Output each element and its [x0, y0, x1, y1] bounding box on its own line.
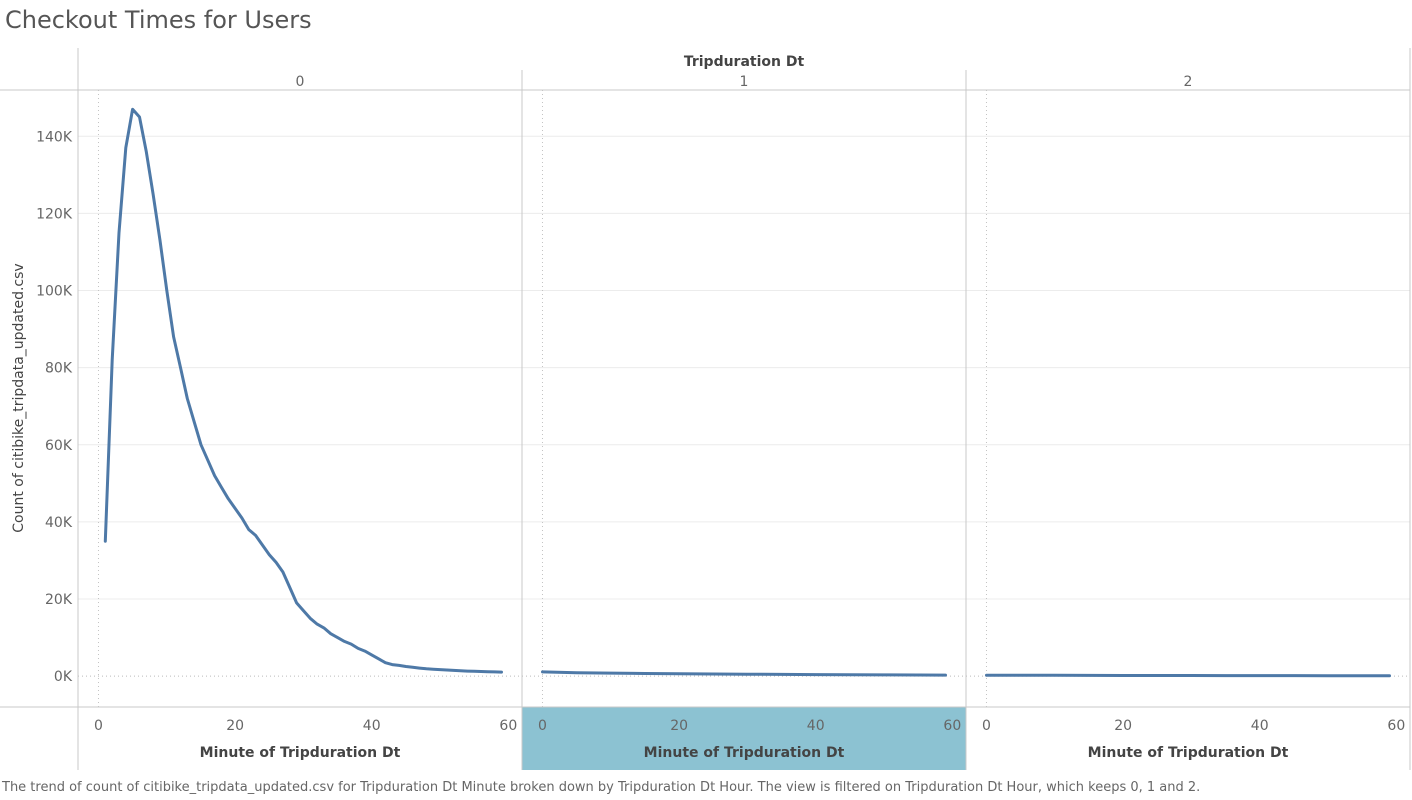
y-axis-title: Count of citibike_tripdata_updated.csv	[11, 263, 27, 532]
x-tick-label: 0	[94, 718, 103, 734]
x-tick-label: 0	[538, 718, 547, 734]
panel-label-1: 1	[740, 74, 749, 90]
x-tick-label: 0	[982, 718, 991, 734]
y-tick-label: 120K	[36, 206, 73, 222]
y-tick-label: 80K	[45, 361, 73, 377]
series-line-1	[541, 670, 947, 677]
facet-header-title: Tripduration Dt	[684, 54, 805, 70]
y-tick-label: 40K	[45, 515, 73, 531]
x-tick-label: 40	[1251, 718, 1269, 734]
y-tick-label: 100K	[36, 284, 73, 300]
x-tick-label: 20	[670, 718, 688, 734]
y-tick-label: 0K	[54, 669, 73, 685]
x-tick-label: 60	[1387, 718, 1405, 734]
x-tick-label: 20	[226, 718, 244, 734]
series-line-0	[103, 107, 503, 674]
x-axis-title: Minute of Tripduration Dt	[1088, 745, 1289, 761]
x-axis-title: Minute of Tripduration Dt	[200, 745, 401, 761]
chart-title: Checkout Times for Users	[5, 6, 312, 34]
panel-label-2: 2	[1184, 74, 1193, 90]
y-tick-label: 60K	[45, 438, 73, 454]
x-tick-label: 40	[807, 718, 825, 734]
x-tick-label: 20	[1114, 718, 1132, 734]
highlighted-axis-band	[522, 707, 966, 770]
panel-label-0: 0	[296, 74, 305, 90]
x-axis-title: Minute of Tripduration Dt	[644, 745, 845, 761]
series-line-2	[985, 673, 1391, 678]
x-tick-label: 60	[499, 718, 517, 734]
y-tick-label: 20K	[45, 592, 73, 608]
y-tick-label: 140K	[36, 129, 73, 145]
x-tick-label: 40	[363, 718, 381, 734]
x-tick-label: 60	[943, 718, 961, 734]
footer-caption: The trend of count of citibike_tripdata_…	[2, 780, 1201, 795]
